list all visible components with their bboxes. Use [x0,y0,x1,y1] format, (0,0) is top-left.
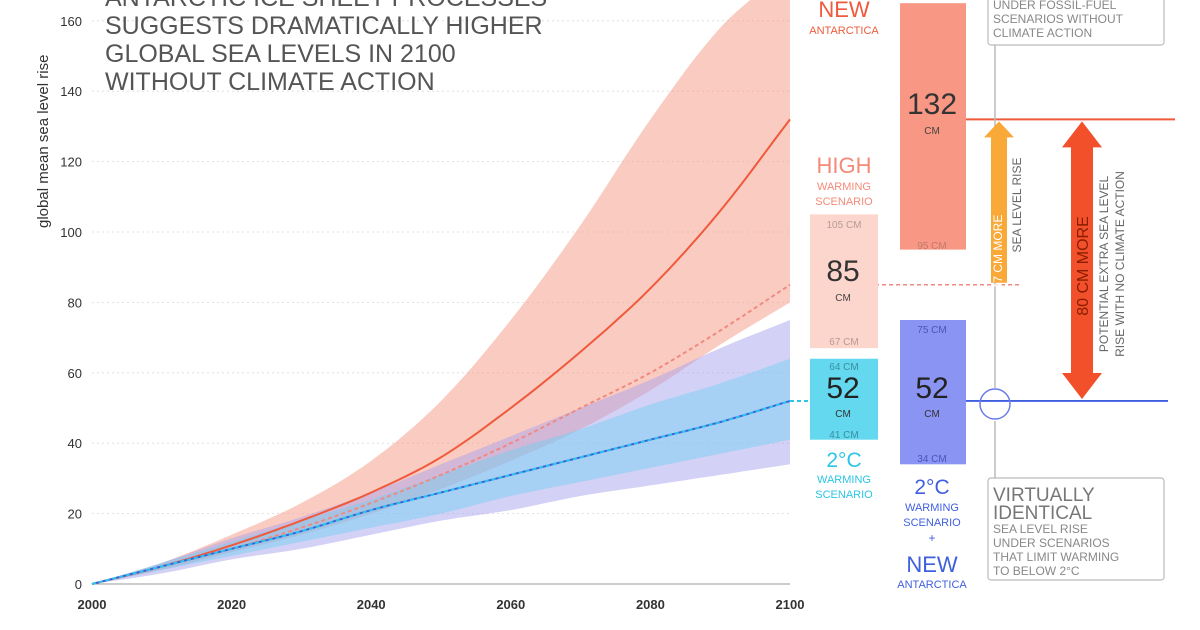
low-new-scenario-label-2: NEW [906,552,958,577]
bottom-box-title-2: IDENTICAL [993,503,1092,524]
identical-marker-circle [979,388,1011,420]
low-bar-unit: CM [835,409,851,420]
high-bar-top-label: 105 CM [826,220,861,231]
low-new-scenario-plus: + [928,531,935,545]
low-new-scenario-label: 2°C [914,476,949,499]
low-new-scenario-sub-1: WARMING [905,502,959,514]
bar-high_new [900,3,966,250]
scenario-bars [810,3,966,465]
high-scenario-label: HIGH [817,153,872,178]
bar-low_new [900,320,966,465]
big-arrow-label-2: POTENTIAL EXTRA SEA LEVEL [1097,176,1111,353]
chart-title-line-3: GLOBAL SEA LEVELS IN 2100 [105,40,456,68]
high-new-bar-value: 132 [907,88,957,121]
small-arrow-label-2: SEA LEVEL RISE [1010,158,1024,253]
low-new-bar-unit: CM [924,409,940,420]
small-arrow-label-1: 47 CM MORE [991,215,1005,290]
bar-high [810,214,878,349]
bottom-box-line-4: TO BELOW 2°C [993,564,1080,578]
low-new-bar-bottom-label: 34 CM [917,454,946,465]
x-tick-2100: 2100 [776,597,805,612]
x-tick-2060: 2060 [496,597,525,612]
low-bar-top-label: 64 CM [829,362,858,373]
bar-low [810,358,878,440]
x-tick-2040: 2040 [357,597,386,612]
difference-arrows [984,121,1102,399]
top-box-line-2: SCENARIOS WITHOUT [993,12,1124,26]
x-tick-2080: 2080 [636,597,665,612]
y-tick-80: 80 [68,295,82,310]
top-box-line-1: UNDER FOSSIL-FUEL [993,0,1117,12]
chart-title-line-1: ANTARCTIC ICE SHEET PROCESSES [105,0,547,12]
high-bar-unit: CM [835,293,851,304]
line-low [91,400,791,585]
series-lines [91,118,791,585]
low-scenario-sub-1: WARMING [817,474,871,486]
bottom-box-line-2: UNDER SCENARIOS [993,536,1110,550]
bottom-box-line-1: SEA LEVEL RISE [993,522,1088,536]
x-tick-2000: 2000 [78,597,107,612]
big-arrow-label-3: RISE WITH NO CLIMATE ACTION [1113,171,1127,357]
y-tick-100: 100 [60,225,82,240]
high-scenario-sub-2: SCENARIO [815,196,873,208]
low-scenario-sub-2: SCENARIO [815,489,873,501]
high-new-bar-bottom-label: 95 CM [917,241,946,252]
low-scenario-label: 2°C [826,449,861,472]
y-axis-ticks: 0 20 40 60 80 100 120 140 160 [60,14,82,592]
high-bar-bottom-label: 67 CM [829,337,858,348]
high-new-scenario-label: NEW [818,0,870,22]
top-annotation-box [987,0,1165,46]
big-arrow-label-1: 80 CM MORE [1075,216,1092,316]
arrow-47cm [984,121,1014,283]
high-new-scenario-sub-1: ANTARCTICA [809,25,879,37]
y-tick-160: 160 [60,14,82,29]
y-tick-140: 140 [60,84,82,99]
bottom-box-title-1: VIRTUALLY [993,485,1095,506]
high-new-bar-unit: CM [924,126,940,137]
bottom-box-line-3: THAT LIMIT WARMING [993,550,1119,564]
bottom-annotation-box [987,477,1165,581]
y-tick-40: 40 [68,436,82,451]
low-new-bar-value: 52 [915,372,948,405]
y-tick-20: 20 [68,507,82,522]
arrow-80cm [1062,121,1102,399]
high-scenario-sub-1: WARMING [817,181,871,193]
y-tick-60: 60 [68,366,82,381]
line-high_new [91,118,791,585]
x-tick-2020: 2020 [217,597,246,612]
low-bar-value: 52 [826,372,859,405]
chart-title-line-2: SUGGESTS DRAMATICALLY HIGHER [105,12,543,40]
chart-title-line-4: WITHOUT CLIMATE ACTION [105,68,435,96]
y-tick-120: 120 [60,155,82,170]
low-new-bar-top-label: 75 CM [917,325,946,336]
uncertainty-bands [92,0,790,584]
y-tick-0: 0 [75,577,82,592]
band-low_new [92,320,790,584]
x-axis-ticks: 2000 2020 2040 2060 2080 2100 [78,597,805,612]
low-bar-bottom-label: 41 CM [829,430,858,441]
high-bar-value: 85 [826,255,859,288]
low-new-scenario-sub-3: ANTARCTICA [897,579,967,591]
top-box-line-3: CLIMATE ACTION [993,26,1092,40]
low-new-scenario-sub-2: SCENARIO [903,517,961,529]
y-axis-label: global mean sea level rise [35,55,52,228]
